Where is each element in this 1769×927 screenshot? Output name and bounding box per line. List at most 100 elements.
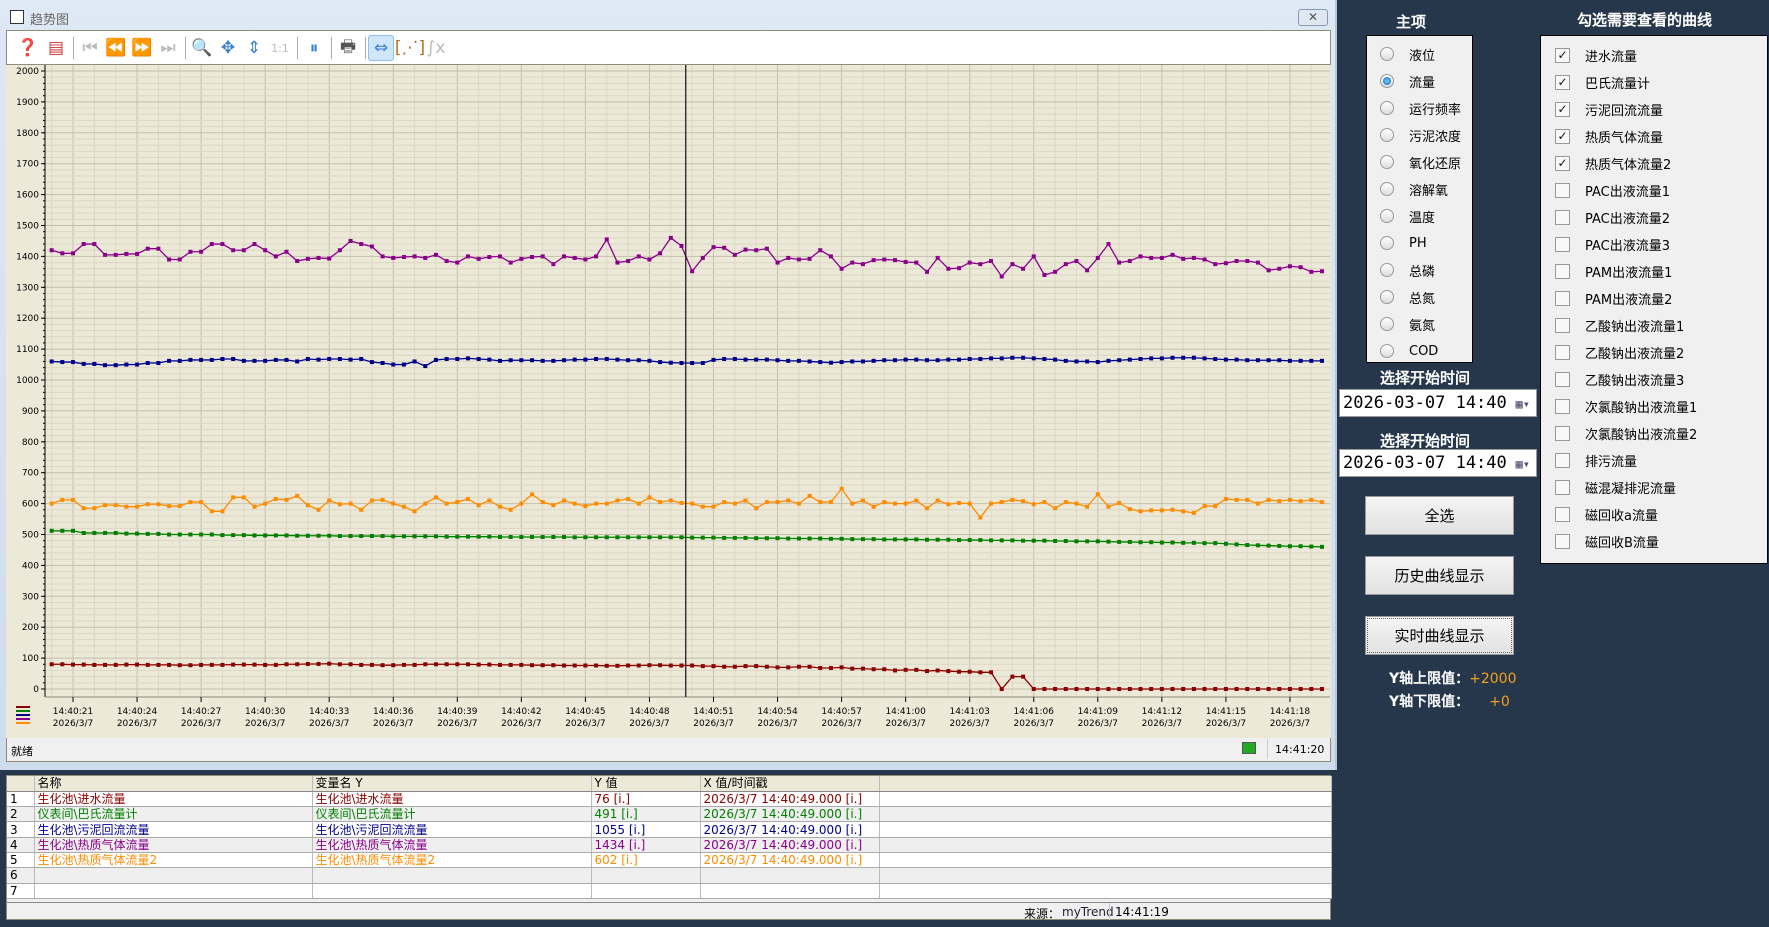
cursor-icon[interactable]: ⇔ [368, 35, 394, 61]
checkbox-icon[interactable] [1555, 290, 1570, 306]
col-name[interactable]: 名称 [34, 776, 313, 792]
data-point-3 [92, 242, 97, 247]
radio-1[interactable]: 流量 [1367, 71, 1435, 91]
curve-checkbox-12[interactable]: 乙酸钠出液流量3 [1541, 369, 1684, 389]
col-y[interactable]: Y 值 [591, 776, 701, 792]
radio-0[interactable]: 液位 [1367, 44, 1435, 64]
col-var[interactable]: 变量名 Y [312, 776, 592, 792]
checkbox-icon[interactable] [1555, 371, 1570, 387]
radio-4[interactable]: 氧化还原 [1367, 152, 1461, 172]
radio-button-icon[interactable] [1380, 317, 1394, 331]
calendar-dropdown-icon[interactable]: ▦▾ [1515, 457, 1530, 471]
checkbox-icon[interactable]: ✓ [1555, 101, 1570, 117]
first-icon[interactable]: ⏮ [82, 38, 98, 58]
radio-button-icon[interactable] [1380, 236, 1394, 250]
curve-checkbox-8[interactable]: PAM出液流量1 [1541, 261, 1672, 281]
curve-checkbox-0[interactable]: ✓ 进水流量 [1541, 45, 1637, 65]
curve-checkbox-2[interactable]: ✓ 污泥回流流量 [1541, 99, 1663, 119]
rewind-icon[interactable]: ⏪ [105, 38, 127, 58]
radio-button-icon[interactable] [1380, 155, 1394, 169]
checkbox-icon[interactable] [1555, 344, 1570, 360]
radio-button-icon[interactable] [1380, 47, 1394, 61]
table-row[interactable]: 5 生化池\热质气体流量2 生化池\热质气体流量2 602 [i.] 2026/3/7 … [7, 852, 1332, 869]
pan-icon[interactable]: ✥ [220, 38, 236, 58]
curve-checkbox-11[interactable]: 乙酸钠出液流量2 [1541, 342, 1684, 362]
table-row[interactable]: 6 [7, 867, 1332, 884]
curve-checkbox-4[interactable]: ✓ 热质气体流量2 [1541, 153, 1671, 173]
select-all-button[interactable]: 全选 [1365, 496, 1514, 535]
radio-5[interactable]: 溶解氧 [1367, 179, 1448, 199]
data-point-4 [476, 503, 481, 508]
calendar-dropdown-icon[interactable]: ▦▾ [1515, 397, 1530, 411]
help-icon[interactable]: ❓ [17, 38, 39, 58]
print-icon[interactable]: 🖶 [339, 36, 357, 57]
radio-2[interactable]: 运行频率 [1367, 98, 1461, 118]
curve-checkbox-16[interactable]: 磁混凝排泥流量 [1541, 477, 1676, 497]
radio-button-icon[interactable] [1380, 74, 1394, 88]
curve-checkbox-15[interactable]: 排污流量 [1541, 450, 1637, 470]
table-row[interactable]: 1 生化池\进水流量 生化池\进水流量 76 [i.] 2026/3/7 14:40:4… [7, 791, 1332, 808]
table-row[interactable]: 7 [7, 883, 1332, 899]
radio-button-icon[interactable] [1380, 290, 1394, 304]
curve-checkbox-5[interactable]: PAC出液流量1 [1541, 180, 1670, 200]
integral-icon[interactable]: ∫x [426, 38, 446, 58]
checkbox-icon[interactable]: ✓ [1555, 155, 1570, 171]
table-row[interactable]: 2 仪表间\巴氏流量计 仪表间\巴氏流量计 491 [i.] 2026/3/7 14:4… [7, 806, 1332, 823]
curve-checkbox-14[interactable]: 次氯酸钠出液流量2 [1541, 423, 1697, 443]
curve-checkbox-9[interactable]: PAM出液流量2 [1541, 288, 1672, 308]
curve-checkbox-3[interactable]: ✓ 热质气体流量 [1541, 126, 1663, 146]
curve-checkbox-1[interactable]: ✓ 巴氏流量计 [1541, 72, 1650, 92]
data-point-4 [764, 500, 769, 505]
checkbox-icon[interactable]: ✓ [1555, 74, 1570, 90]
radio-button-icon[interactable] [1380, 263, 1394, 277]
realtime-curve-button[interactable]: 实时曲线显示 [1365, 616, 1514, 655]
range-icon[interactable]: [⋰] [394, 38, 426, 58]
pause-icon[interactable]: ⏸ [309, 38, 319, 58]
start-time-picker-2[interactable]: 2026-03-07 14:40 ▦▾ [1339, 449, 1537, 477]
checkbox-icon[interactable] [1555, 209, 1570, 225]
reset-zoom-icon[interactable]: 1:1 [271, 41, 289, 55]
checkbox-icon[interactable] [1555, 182, 1570, 198]
trend-chart[interactable]: 2000190018001700160015001400130012001100… [6, 65, 1331, 738]
checkbox-icon[interactable] [1555, 425, 1570, 441]
radio-11[interactable]: COD [1367, 341, 1438, 361]
checkbox-icon[interactable] [1555, 398, 1570, 414]
y-scale-icon[interactable]: ⇕ [246, 38, 262, 58]
export-icon[interactable]: ▤ [47, 38, 65, 58]
curve-checkbox-17[interactable]: 磁回收a流量 [1541, 504, 1658, 524]
radio-8[interactable]: 总磷 [1367, 260, 1435, 280]
radio-button-icon[interactable] [1380, 128, 1394, 142]
history-curve-button[interactable]: 历史曲线显示 [1365, 556, 1514, 595]
curve-checkbox-10[interactable]: 乙酸钠出液流量1 [1541, 315, 1684, 335]
curve-checkbox-18[interactable]: 磁回收B流量 [1541, 531, 1659, 551]
checkbox-icon[interactable] [1555, 506, 1570, 522]
col-x[interactable]: X 值/时间戳 [700, 776, 880, 792]
close-button[interactable]: ✕ [1298, 9, 1328, 26]
zoom-icon[interactable]: 🔍 [191, 38, 213, 58]
radio-9[interactable]: 总氮 [1367, 287, 1435, 307]
radio-button-icon[interactable] [1380, 101, 1394, 115]
checkbox-icon[interactable] [1555, 479, 1570, 495]
last-icon[interactable]: ⏭ [160, 38, 176, 58]
radio-button-icon[interactable] [1380, 182, 1394, 196]
curve-checkbox-13[interactable]: 次氯酸钠出液流量1 [1541, 396, 1697, 416]
radio-10[interactable]: 氨氮 [1367, 314, 1435, 334]
radio-7[interactable]: PH [1367, 233, 1427, 253]
checkbox-icon[interactable] [1555, 263, 1570, 279]
radio-button-icon[interactable] [1380, 209, 1394, 223]
curve-checkbox-7[interactable]: PAC出液流量3 [1541, 234, 1670, 254]
curve-checkbox-6[interactable]: PAC出液流量2 [1541, 207, 1670, 227]
checkbox-icon[interactable]: ✓ [1555, 47, 1570, 63]
radio-6[interactable]: 温度 [1367, 206, 1435, 226]
table-row[interactable]: 4 生化池\热质气体流量 生化池\热质气体流量 1434 [i.] 2026/3/7 1… [7, 837, 1332, 853]
table-row[interactable]: 3 生化池\污泥回流流量 生化池\污泥回流流量 1055 [i.] 2026/3/7 1… [7, 821, 1332, 838]
radio-3[interactable]: 污泥浓度 [1367, 125, 1461, 145]
checkbox-icon[interactable] [1555, 236, 1570, 252]
checkbox-icon[interactable] [1555, 317, 1570, 333]
radio-button-icon[interactable] [1380, 344, 1394, 358]
checkbox-icon[interactable] [1555, 452, 1570, 468]
checkbox-icon[interactable]: ✓ [1555, 128, 1570, 144]
forward-icon[interactable]: ⏩ [131, 38, 153, 58]
start-time-picker-1[interactable]: 2026-03-07 14:40 ▦▾ [1339, 389, 1537, 417]
checkbox-icon[interactable] [1555, 533, 1570, 549]
